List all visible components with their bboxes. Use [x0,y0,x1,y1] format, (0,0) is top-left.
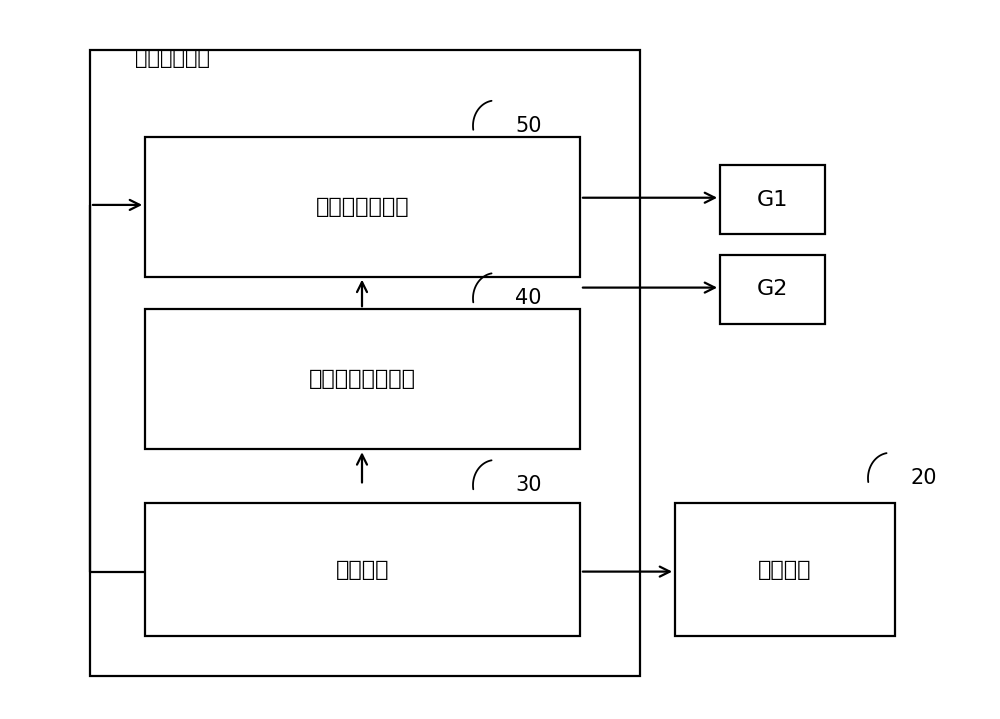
Bar [145,503,580,636]
Text: 40: 40 [515,288,542,308]
Text: 电压过零检测单元: 电压过零检测单元 [309,370,416,389]
Text: G2: G2 [757,280,788,299]
Text: 20: 20 [910,468,936,488]
Text: 过零触发装置: 过零触发装置 [135,48,210,68]
Bar [720,165,825,234]
Bar [720,255,825,324]
Bar [145,137,580,277]
Text: 晶闸管触发单元: 晶闸管触发单元 [316,197,409,216]
Text: 50: 50 [515,116,542,136]
Bar [145,309,580,449]
Bar [90,50,640,676]
Text: 连接开关: 连接开关 [758,560,812,580]
Text: 30: 30 [515,475,542,495]
Text: G1: G1 [757,190,788,209]
Bar [675,503,895,636]
Text: 控制单元: 控制单元 [336,560,389,580]
